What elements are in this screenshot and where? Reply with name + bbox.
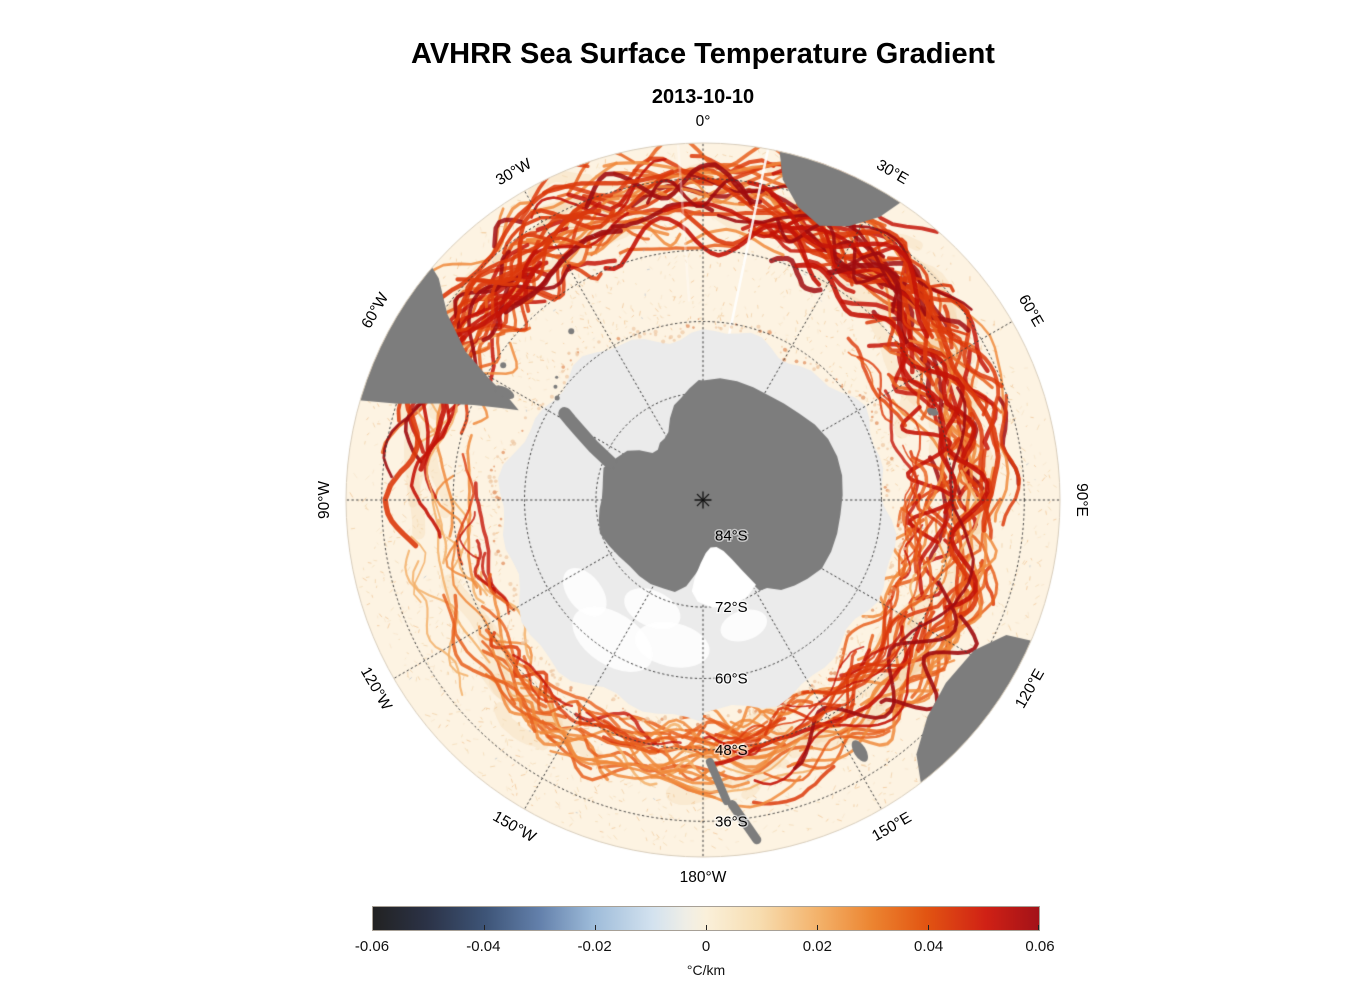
colorbar-tick-label: 0.06 <box>1025 938 1055 955</box>
longitude-label: 60°W <box>358 290 392 332</box>
longitude-label: 0° <box>696 113 711 130</box>
colorbar-tick <box>817 925 818 930</box>
colorbar-tick-label: 0.02 <box>802 938 832 955</box>
longitude-label: 90°E <box>1073 483 1090 517</box>
colorbar-tick <box>373 925 375 930</box>
colorbar-unit-label: °C/km <box>686 962 726 978</box>
colorbar-tick-label: 0 <box>701 938 711 955</box>
colorbar-tick <box>484 925 485 930</box>
longitude-label: 90°W <box>316 481 333 519</box>
longitude-label: 120°W <box>357 664 395 713</box>
longitude-label: 30°E <box>873 156 911 188</box>
longitude-label: 120°E <box>1012 666 1048 711</box>
colorbar-ticks: -0.06 -0.04 -0.02 0 0.02 0.04 0.06 <box>355 938 1055 956</box>
longitude-label: 150°E <box>869 809 914 845</box>
latitude-label: 48°S <box>715 742 748 759</box>
latitude-label: 60°S <box>715 671 748 688</box>
longitude-label: 30°W <box>493 155 535 189</box>
latitude-label: 36°S <box>715 813 748 830</box>
colorbar-tick <box>595 925 596 930</box>
latitude-label: 84°S <box>715 528 748 545</box>
colorbar-tick-label: 0.04 <box>914 938 944 955</box>
colorbar-tick-label: -0.02 <box>577 938 612 955</box>
colorbar-tick <box>706 925 707 930</box>
latitude-label: 72°S <box>715 599 748 616</box>
colorbar-tick <box>928 925 929 930</box>
longitude-label: 180°W <box>680 869 727 886</box>
colorbar-gradient <box>372 906 1040 931</box>
colorbar-tick-label: -0.06 <box>354 938 390 955</box>
longitude-label: 150°W <box>490 808 539 846</box>
colorbar-tick-label: -0.04 <box>466 938 501 955</box>
longitude-label: 60°E <box>1015 292 1047 330</box>
colorbar-tick <box>1037 925 1039 930</box>
